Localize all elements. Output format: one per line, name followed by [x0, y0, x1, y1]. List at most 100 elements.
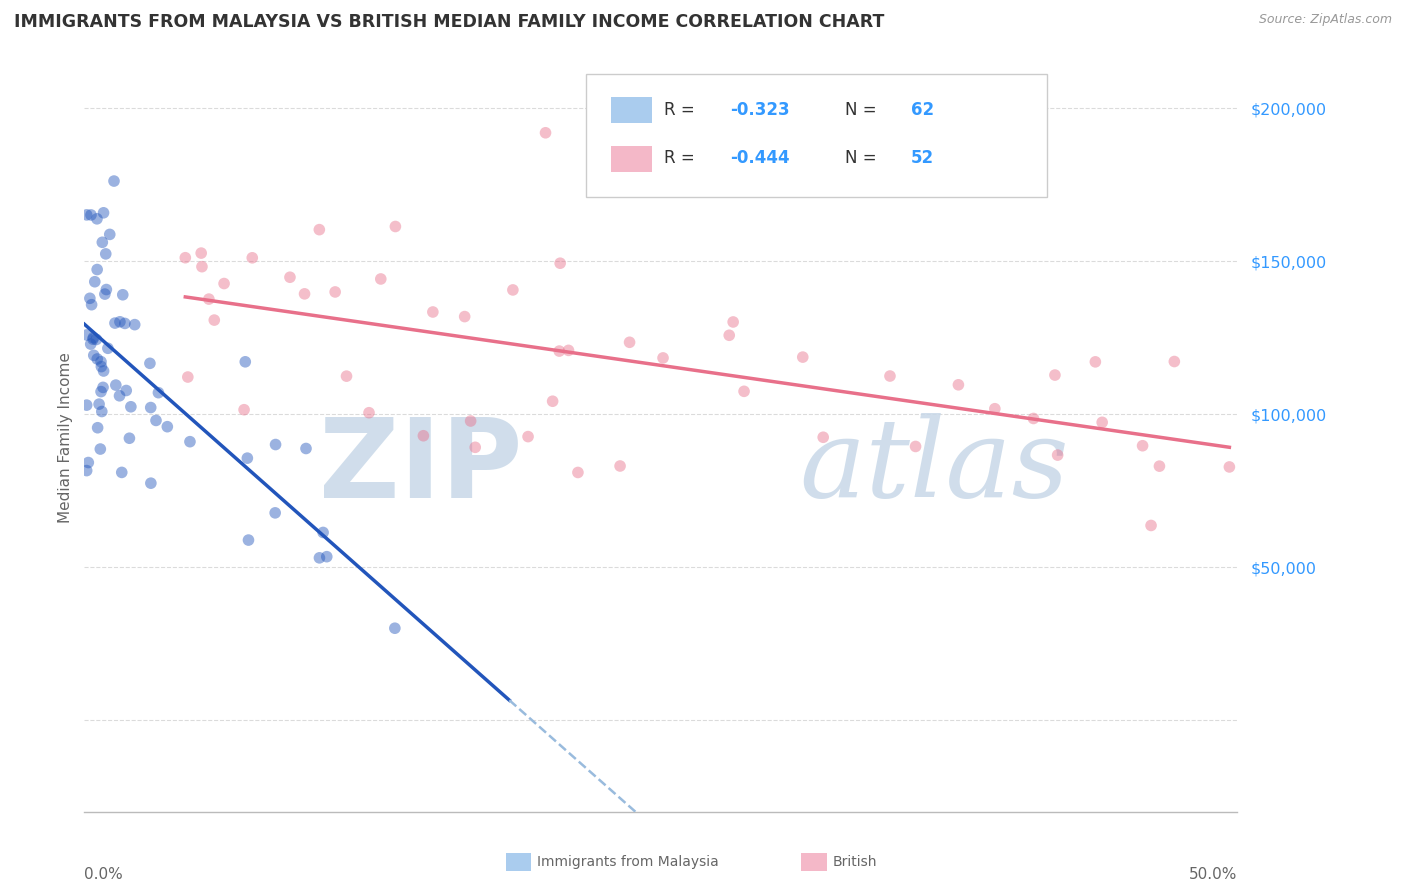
Point [86, 421, 108, 435]
Text: atlas: atlas [799, 413, 1069, 521]
Text: N =: N = [845, 101, 882, 119]
Point [1084, 355, 1107, 369]
Point [1132, 439, 1154, 453]
Point [198, 292, 221, 306]
Point [191, 260, 214, 274]
Point [83, 275, 105, 289]
Point [114, 317, 136, 331]
Point [548, 344, 571, 359]
Point [104, 316, 127, 330]
Text: IMMIGRANTS FROM MALAYSIA VS BRITISH MEDIAN FAMILY INCOME CORRELATION CHART: IMMIGRANTS FROM MALAYSIA VS BRITISH MEDI… [14, 13, 884, 31]
Point [308, 550, 330, 565]
Point [548, 256, 571, 270]
Point [323, 285, 346, 299]
Point [104, 378, 127, 392]
Point [94, 287, 117, 301]
FancyBboxPatch shape [586, 74, 1047, 197]
Text: -0.323: -0.323 [730, 101, 790, 119]
Point [76, 464, 98, 478]
Point [98, 227, 121, 242]
Point [233, 402, 256, 417]
Bar [612, 97, 651, 123]
Point [76, 208, 98, 222]
Point [139, 356, 162, 370]
Point [721, 315, 744, 329]
Point [83, 348, 105, 362]
Point [156, 419, 179, 434]
Point [90, 384, 112, 399]
Point [93, 206, 115, 220]
Point [619, 335, 641, 350]
Point [718, 328, 741, 343]
Point [174, 251, 197, 265]
Text: 0.0%: 0.0% [84, 867, 124, 882]
Text: N =: N = [845, 149, 882, 168]
Point [534, 126, 557, 140]
Bar [612, 145, 651, 172]
Point [315, 549, 337, 564]
Point [308, 222, 330, 236]
Text: Immigrants from Malaysia: Immigrants from Malaysia [537, 855, 718, 869]
Point [90, 359, 112, 374]
Point [904, 440, 927, 454]
Point [90, 354, 112, 368]
Point [278, 270, 301, 285]
Point [94, 247, 117, 261]
Point [89, 442, 111, 456]
Point [335, 369, 357, 384]
Point [238, 533, 260, 547]
Point [80, 337, 103, 351]
Point [86, 333, 108, 347]
Point [77, 456, 100, 470]
Text: 50.0%: 50.0% [1189, 867, 1237, 882]
Point [103, 174, 125, 188]
Point [1149, 459, 1171, 474]
Point [93, 364, 115, 378]
Point [1140, 518, 1163, 533]
Point [111, 287, 134, 301]
Point [97, 341, 120, 355]
Point [120, 400, 142, 414]
Point [111, 466, 134, 480]
Point [948, 377, 970, 392]
Point [80, 208, 103, 222]
Point [652, 351, 675, 365]
Point [177, 370, 200, 384]
Point [384, 219, 406, 234]
Point [91, 235, 114, 250]
Point [1091, 415, 1114, 429]
Point [557, 343, 579, 358]
Point [1043, 368, 1066, 382]
Point [139, 401, 162, 415]
Point [90, 404, 112, 418]
Point [82, 332, 104, 346]
Point [879, 369, 901, 384]
Point [236, 451, 259, 466]
Point [108, 315, 131, 329]
Point [609, 458, 631, 473]
Point [76, 328, 98, 343]
Point [76, 398, 98, 412]
Point [460, 414, 482, 428]
Point [179, 434, 201, 449]
Point [145, 413, 167, 427]
Text: Source: ZipAtlas.com: Source: ZipAtlas.com [1258, 13, 1392, 27]
Point [86, 351, 108, 366]
Point [87, 397, 110, 411]
Text: -0.444: -0.444 [730, 149, 790, 168]
Text: 62: 62 [911, 101, 934, 119]
Point [464, 440, 486, 454]
Text: ZIP: ZIP [319, 414, 523, 521]
Point [91, 380, 114, 394]
Point [984, 401, 1007, 416]
Point [139, 476, 162, 491]
Point [96, 283, 118, 297]
Point [733, 384, 755, 399]
Point [212, 277, 235, 291]
Text: British: British [832, 855, 877, 869]
Point [792, 350, 814, 364]
Point [124, 318, 146, 332]
Point [233, 355, 256, 369]
Point [148, 385, 170, 400]
Point [295, 442, 318, 456]
